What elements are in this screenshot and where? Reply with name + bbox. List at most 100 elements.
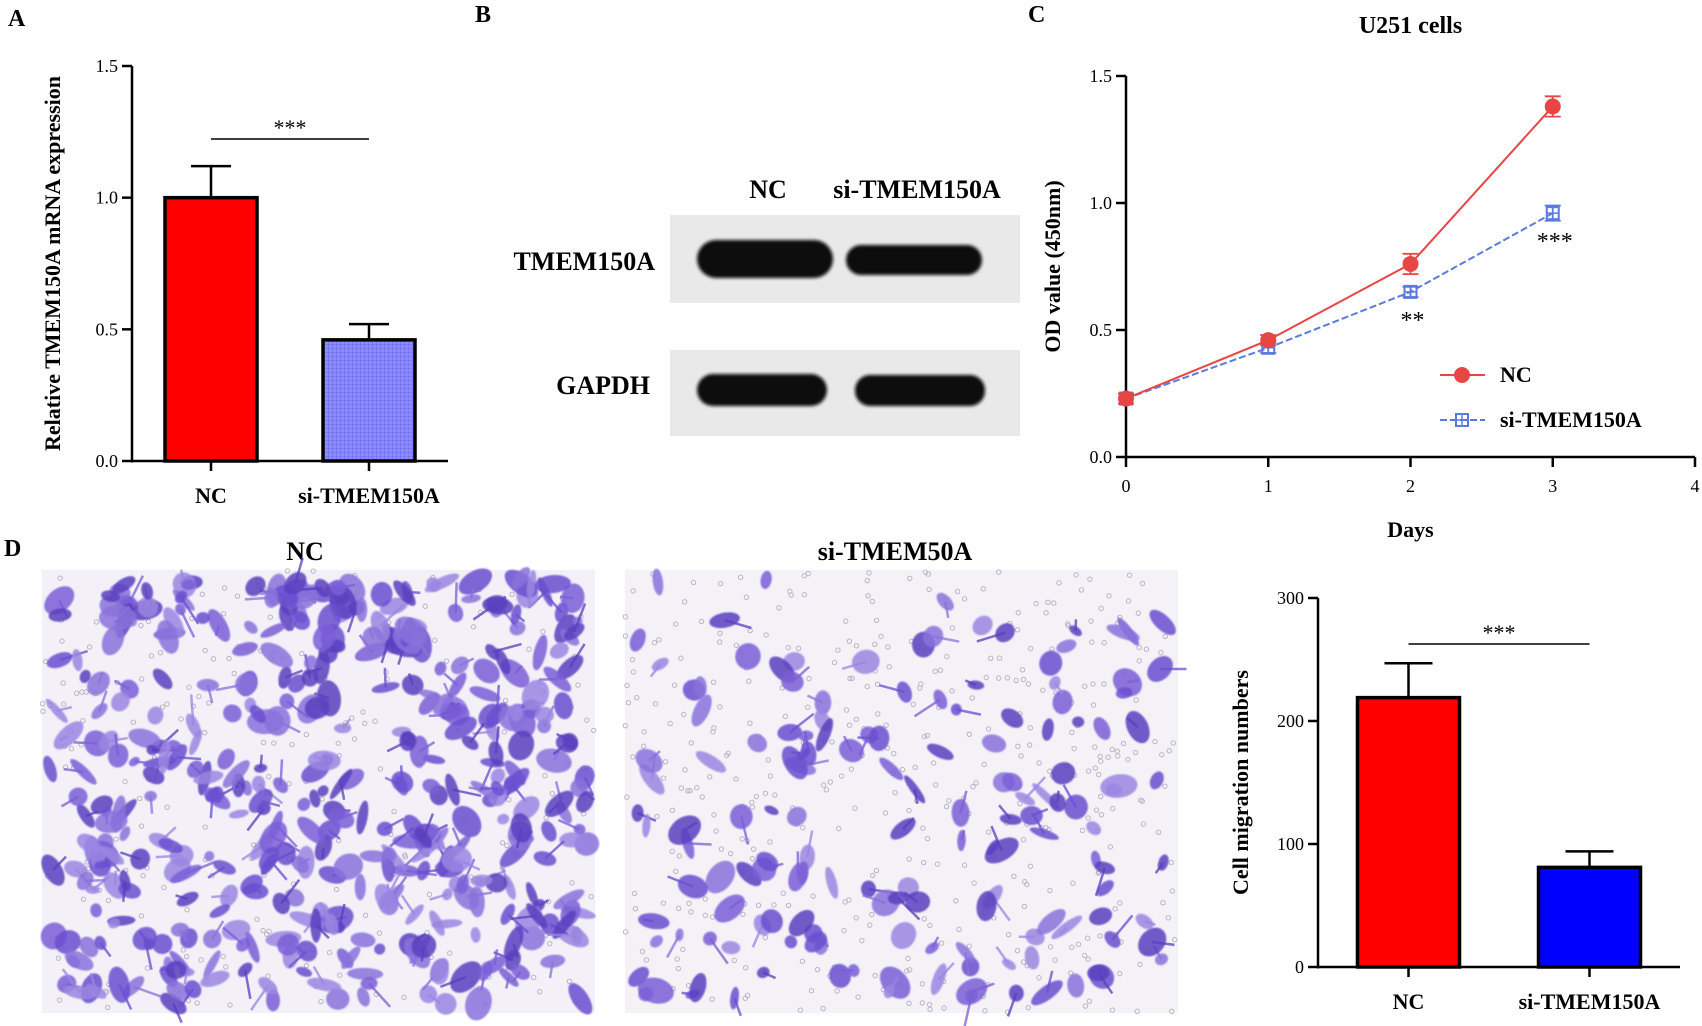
membrane-pore: [1135, 610, 1142, 616]
membrane-pore: [40, 708, 46, 715]
membrane-pore: [731, 957, 738, 964]
membrane-pore: [1024, 881, 1030, 888]
panel-label-b: B: [475, 2, 491, 28]
migrated-cell: [44, 586, 75, 615]
membrane-pore: [422, 603, 428, 609]
membrane-pore: [838, 773, 845, 779]
membrane-pore: [875, 711, 881, 717]
membrane-pore: [1159, 752, 1165, 758]
migrated-cell: [511, 567, 531, 589]
membrane-pore: [140, 872, 146, 879]
membrane-pore: [767, 839, 773, 845]
cell-protrusion: [61, 968, 81, 994]
cell-protrusion: [539, 587, 563, 614]
membrane-pore: [820, 782, 827, 788]
membrane-pore: [318, 998, 324, 1005]
migrated-cell: [804, 931, 827, 953]
migrated-cell: [354, 873, 366, 901]
cell-protrusion: [179, 608, 196, 638]
chart-a: 0.0 0.5 1.0 1.5 NC si-TMEM150A *** Relative TME…: [40, 56, 448, 508]
cell-protrusion: [683, 821, 698, 832]
cell-protrusion: [557, 818, 581, 831]
membrane-pore: [869, 598, 875, 605]
migrated-cell: [452, 805, 482, 838]
cell-protrusion: [118, 984, 133, 1010]
migrated-cell: [461, 594, 481, 604]
membrane-pore: [654, 813, 660, 820]
membrane-pore: [961, 862, 968, 868]
membrane-pore: [39, 700, 46, 707]
migrated-cell: [784, 935, 798, 949]
migrated-cell: [146, 744, 158, 756]
membrane-pore: [1013, 677, 1019, 684]
membrane-pore: [1088, 618, 1094, 624]
membrane-pore: [1073, 572, 1079, 578]
cell-protrusion: [384, 872, 402, 900]
membrane-pore: [852, 805, 858, 811]
membrane-pore: [1020, 959, 1027, 965]
membrane-pore: [447, 950, 453, 956]
cell-protrusion: [1031, 808, 1049, 817]
migrated-cell: [1024, 945, 1040, 970]
cell-protrusion: [1062, 784, 1078, 808]
membrane-pore: [907, 967, 913, 973]
membrane-pore: [953, 898, 959, 904]
y-tick-label: 300: [1277, 588, 1304, 608]
migrated-cell: [458, 568, 493, 595]
cell-protrusion: [260, 799, 281, 808]
cell-protrusion: [386, 740, 409, 753]
membrane-pore: [1125, 756, 1131, 763]
cell-protrusion: [514, 664, 523, 675]
migrated-cell: [326, 988, 350, 1010]
migrated-cell: [221, 919, 251, 941]
migrated-cell: [203, 929, 222, 949]
migrated-cell: [370, 581, 393, 607]
cell-protrusion: [552, 742, 568, 756]
membrane-pore: [995, 675, 1002, 681]
membrane-pore: [716, 639, 723, 645]
membrane-pore: [260, 927, 266, 934]
migrated-cell: [1067, 973, 1085, 998]
membrane-pore: [1134, 1008, 1140, 1015]
blot-label-gapdh: GAPDH: [556, 371, 650, 400]
migrated-cell: [383, 846, 397, 861]
membrane-pore: [1087, 576, 1093, 582]
legend-label: NC: [1500, 362, 1532, 387]
cell-protrusion: [288, 950, 308, 968]
cell-protrusion: [1144, 920, 1156, 926]
cell-protrusion: [493, 949, 499, 966]
membrane-pore: [1047, 887, 1053, 894]
cell-protrusion: [960, 829, 966, 841]
membrane-pore: [502, 697, 509, 704]
cell-protrusion: [429, 893, 448, 901]
membrane-pore: [1036, 975, 1042, 981]
cell-protrusion: [733, 997, 742, 1017]
membrane-pore: [846, 897, 852, 903]
cell-protrusion: [189, 694, 195, 726]
membrane-pore: [711, 812, 717, 818]
membrane-pore: [681, 599, 688, 605]
cell-protrusion: [211, 920, 225, 940]
migrated-cell: [1100, 774, 1138, 799]
membrane-pore: [470, 624, 477, 630]
cell-protrusion: [443, 672, 459, 687]
migrated-cell: [211, 786, 224, 804]
migrated-cell: [747, 733, 768, 753]
cell-protrusion: [280, 878, 301, 905]
membrane-pore: [391, 808, 397, 815]
band-tmem150a-nc: [697, 240, 833, 278]
x-axis-title: Days: [1387, 517, 1434, 542]
membrane-pore: [622, 614, 629, 620]
migrated-cell: [422, 754, 446, 765]
membrane-pore: [1040, 687, 1046, 693]
membrane-pore: [926, 586, 932, 593]
bar: [1536, 865, 1643, 969]
cell-protrusion: [451, 827, 462, 847]
membrane-pore: [944, 653, 950, 660]
membrane-pore: [787, 588, 793, 594]
migrated-cell: [470, 780, 499, 800]
membrane-pore: [231, 670, 237, 677]
chart-title: U251 cells: [1359, 13, 1462, 39]
cell-protrusion: [312, 965, 326, 986]
membrane-pore: [1078, 587, 1085, 593]
